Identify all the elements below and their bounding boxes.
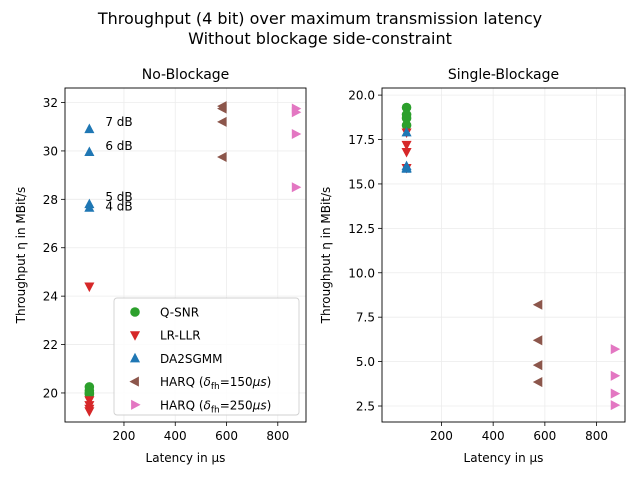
- y-tick-label: 24: [43, 290, 58, 304]
- y-tick-label: 22: [43, 338, 58, 352]
- axes-frame: [381, 87, 626, 423]
- point-harq150: [532, 299, 543, 310]
- axes-frame: [64, 87, 307, 423]
- figure-title-line1: Throughput (4 bit) over maximum transmis…: [97, 9, 542, 28]
- legend-label-lrllr: LR-LLR: [160, 329, 201, 343]
- point-qsnr: [401, 102, 412, 113]
- point-harq150: [532, 335, 543, 346]
- point-da2sgmm: [84, 146, 95, 157]
- point-harq250: [610, 370, 621, 381]
- point-lrllr: [84, 407, 95, 417]
- y-tick-label: 12.5: [348, 222, 375, 236]
- y-tick-label: 28: [43, 193, 58, 207]
- legend-label-qsnr: Q-SNR: [160, 306, 199, 320]
- y-tick-label: 2.5: [356, 400, 375, 414]
- legend-box: [113, 297, 300, 416]
- point-lrllr: [401, 148, 412, 158]
- legend-marker-harq150: [129, 376, 139, 387]
- legend-label-da2sgmm: DA2SGMM: [160, 352, 223, 366]
- annotation-label: 7 dB: [105, 115, 132, 129]
- point-harq250: [610, 344, 621, 355]
- y-tick-label: 10.0: [348, 266, 375, 280]
- subplot-2: 200 400 600 800 2.5 5.0 7.5 10.0 12.5 15.0 17.5 20.…: [319, 67, 626, 465]
- x-tick-label: 200: [113, 429, 136, 443]
- x-tick-label: 600: [215, 429, 238, 443]
- point-qsnr: [401, 120, 412, 131]
- annotation-label: 5 dB: [105, 190, 132, 204]
- point-harq150: [532, 376, 543, 388]
- legend-marker-qsnr: [130, 307, 140, 317]
- subplot-1: 200 400 600 800 20 22 24 26 28 30 32 No-Blockage Lat…: [14, 67, 307, 465]
- data-points: [84, 101, 302, 417]
- y-tick-label: 32: [43, 96, 58, 110]
- grid: [382, 88, 625, 422]
- x-axis-label: Latency in µs: [464, 451, 544, 465]
- point-da2sgmm: [401, 163, 412, 173]
- x-tick-label: 400: [482, 429, 505, 443]
- point-harq250: [610, 400, 621, 411]
- legend-marker-da2sgmm: [129, 352, 141, 363]
- subplot-title: Single-Blockage: [448, 67, 559, 83]
- x-tick-label: 200: [430, 429, 453, 443]
- y-tick-label: 7.5: [356, 311, 375, 325]
- subplots: 200 400 600 800 20 22 24 26 28 30 32 No-Blockage Lat…: [14, 67, 626, 465]
- x-axis-label: Latency in µs: [146, 451, 226, 465]
- point-harq150: [532, 360, 543, 371]
- point-lrllr: [84, 396, 95, 406]
- y-tick-label: 20.0: [348, 89, 375, 103]
- point-lrllr: [84, 282, 95, 293]
- point-harq150: [217, 151, 227, 163]
- point-harq250: [291, 182, 302, 193]
- x-tick-label: 800: [585, 429, 608, 443]
- legend-marker-harq250: [131, 399, 141, 410]
- point-harq150: [217, 103, 227, 114]
- y-tick-label: 17.5: [348, 133, 375, 147]
- subplot-title: No-Blockage: [142, 67, 230, 83]
- legend-label-harq150: HARQ (δfh=150μs): [160, 375, 271, 392]
- legend-marker-lrllr: [129, 331, 141, 341]
- annotation-label: 6 dB: [105, 139, 132, 153]
- point-harq150: [217, 116, 227, 127]
- grid: [65, 88, 306, 422]
- annotation-label: 4 dB: [105, 200, 132, 214]
- x-tick-label: 800: [266, 429, 289, 443]
- figure-title-line2: Without blockage side-constraint: [188, 29, 452, 48]
- point-da2sgmm: [401, 126, 412, 137]
- x-tick-label: 400: [164, 429, 187, 443]
- point-harq250: [291, 107, 302, 118]
- point-da2sgmm: [84, 123, 95, 134]
- y-tick-label: 30: [43, 144, 58, 158]
- y-axis-label: Throughput η in MBit/s: [319, 187, 333, 325]
- point-lrllr: [401, 140, 412, 151]
- data-points: [401, 102, 621, 411]
- y-tick-label: 5.0: [356, 355, 375, 369]
- point-da2sgmm: [84, 202, 95, 212]
- y-tick-label: 26: [43, 241, 58, 255]
- legend: Q-SNR LR-LLR DA2SGMM HARQ (δfh=150μs) HARQ (…: [113, 297, 300, 416]
- point-harq250: [610, 388, 621, 399]
- y-axis-label: Throughput η in MBit/s: [14, 187, 28, 325]
- y-tick-label: 20: [43, 386, 58, 400]
- point-harq250: [291, 128, 302, 140]
- legend-label-harq250: HARQ (δfh=250μs): [160, 398, 271, 415]
- x-tick-label: 600: [533, 429, 556, 443]
- point-qsnr: [401, 113, 412, 124]
- y-tick-label: 15.0: [348, 177, 375, 191]
